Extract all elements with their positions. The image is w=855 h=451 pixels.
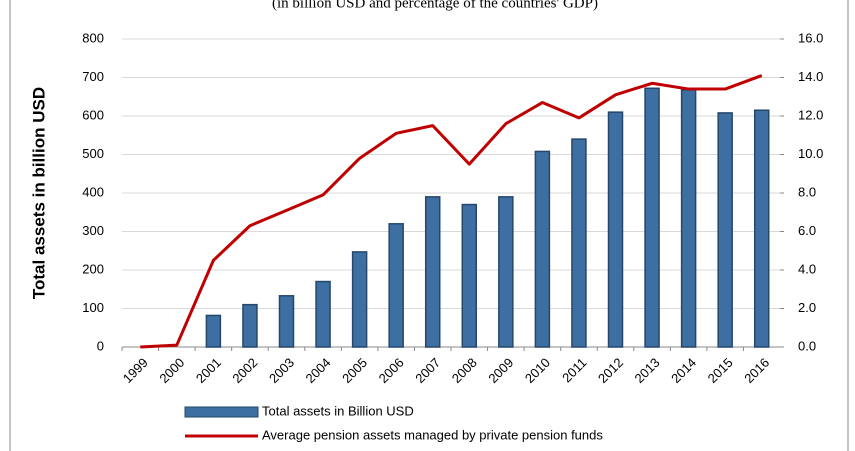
x-tick-label: 2009 (485, 355, 516, 386)
chart-subtitle: (in billion USD and percentage of the co… (272, 0, 598, 11)
y2-tick-label: 12.0 (798, 107, 823, 122)
y-tick-label: 600 (82, 107, 104, 122)
y2-tick-label: 16.0 (798, 30, 823, 45)
x-tick-label: 2000 (156, 355, 187, 386)
y-tick-label: 100 (82, 300, 104, 315)
y-tick-label: 500 (82, 146, 104, 161)
y-tick-label: 700 (82, 69, 104, 84)
bar (717, 112, 733, 348)
x-tick-label: 2011 (559, 355, 589, 385)
bar (461, 203, 478, 348)
x-tick-label: 2006 (376, 355, 407, 386)
legend-label: Total assets in Billion USD (262, 403, 414, 418)
y2-tick-label: 8.0 (798, 184, 816, 199)
bar (205, 314, 222, 348)
x-tick-label: 2012 (595, 355, 626, 386)
bar (278, 295, 295, 348)
y-tick-label: 800 (82, 30, 104, 45)
bar (315, 280, 331, 348)
x-tick-label: 2003 (266, 355, 297, 386)
bar (424, 196, 441, 348)
x-tick-label: 2015 (705, 355, 736, 386)
y2-tick-label: 14.0 (798, 69, 823, 84)
x-tick-label: 1999 (120, 355, 151, 386)
x-tick-label: 2010 (522, 355, 553, 386)
x-tick-label: 2016 (741, 355, 772, 386)
bar (351, 251, 368, 348)
x-tick-label: 2013 (632, 355, 663, 386)
bar (607, 111, 624, 348)
x-tick-label: 2004 (303, 355, 334, 386)
bar (753, 109, 770, 348)
y-tick-label: 300 (82, 223, 104, 238)
chart-frame (9, 0, 849, 451)
bar (571, 138, 587, 348)
x-tick-label: 2007 (412, 355, 443, 386)
bar (388, 223, 404, 348)
legend-swatch (184, 406, 259, 418)
bar (498, 196, 514, 348)
y2-tick-label: 6.0 (798, 223, 816, 238)
x-tick-label: 2014 (668, 355, 699, 386)
bar (242, 303, 258, 348)
legend-label: Average pension assets managed by privat… (262, 427, 603, 442)
line (140, 74, 763, 349)
bar (644, 87, 660, 348)
y-tick-label: 200 (82, 261, 104, 276)
bar (680, 89, 697, 348)
y2-tick-label: 10.0 (798, 146, 823, 161)
y-tick-label: 400 (82, 184, 104, 199)
x-tick-label: 2005 (339, 355, 370, 386)
y2-tick-label: 4.0 (798, 261, 816, 276)
x-tick-label: 2008 (449, 355, 480, 386)
x-tick-label: 2001 (193, 355, 224, 386)
y2-tick-label: 0.0 (798, 338, 816, 353)
y-tick-label: 0 (97, 338, 104, 353)
bar (534, 150, 551, 348)
y2-tick-label: 2.0 (798, 300, 816, 315)
x-tick-label: 2002 (229, 355, 260, 386)
y-axis-label: Total assets in billion USD (29, 87, 48, 299)
